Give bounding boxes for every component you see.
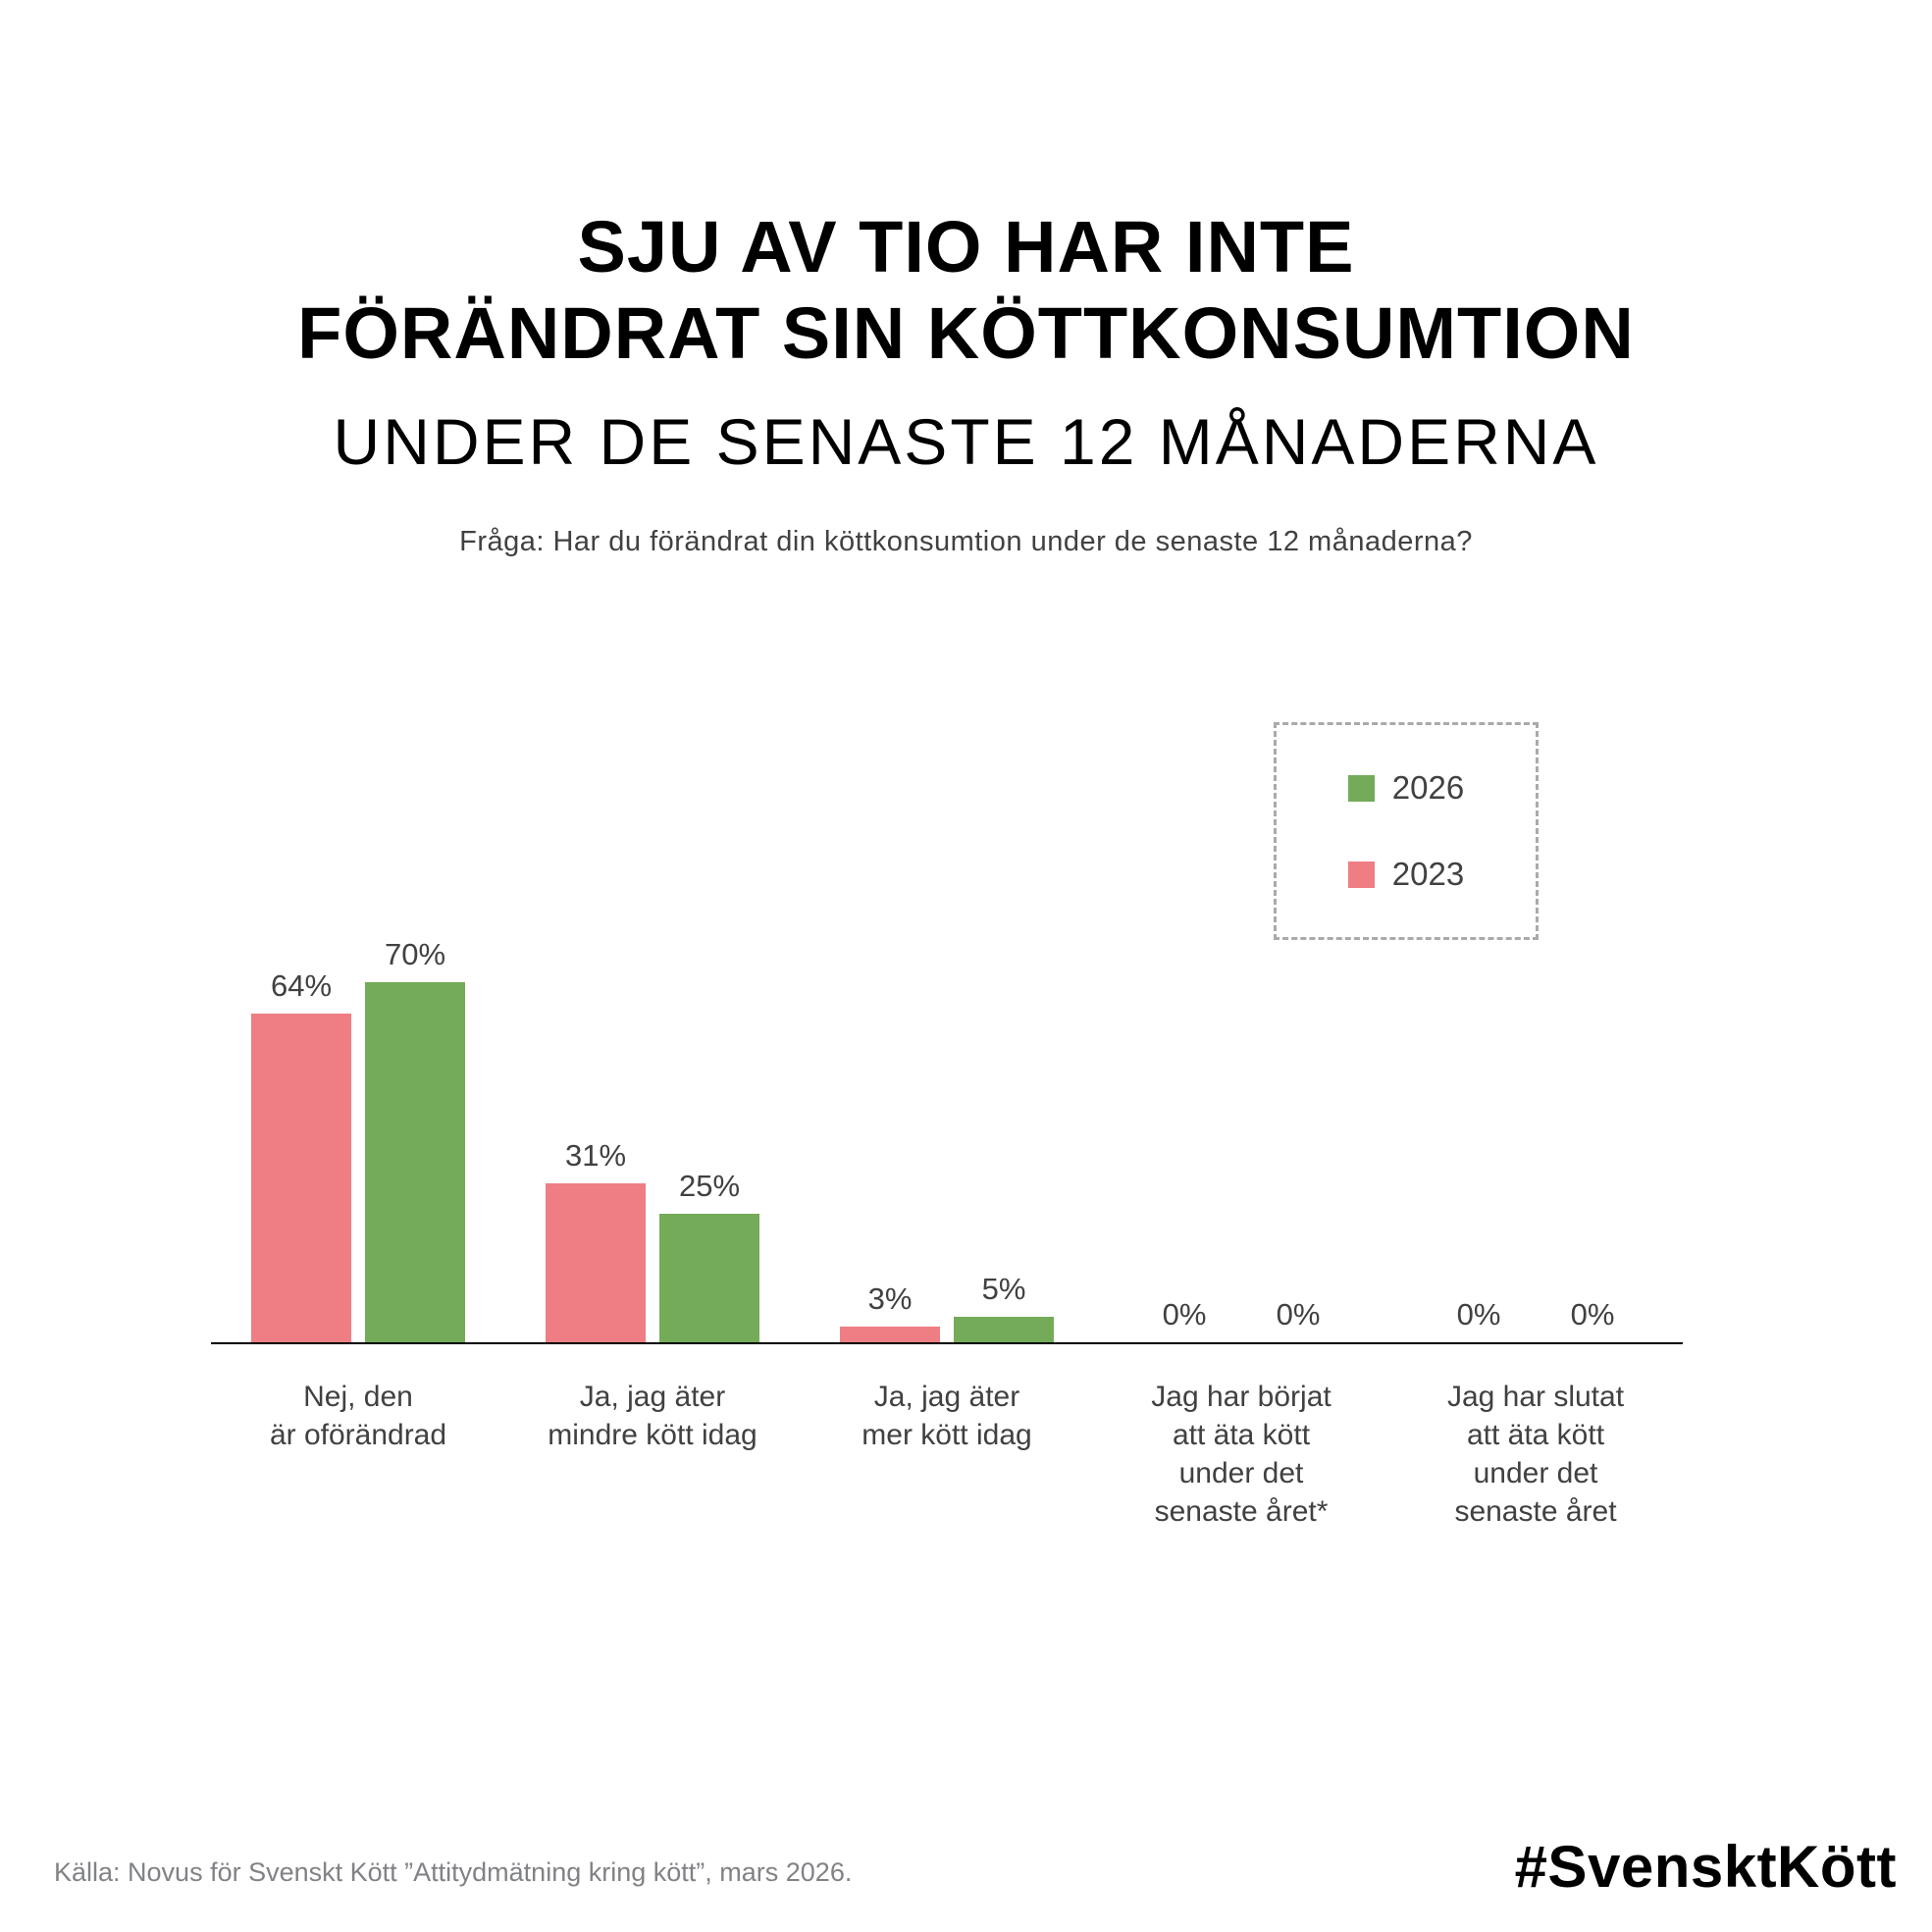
value-label-2023-2: 31% bbox=[564, 1137, 627, 1173]
bar-column-2023-2: 31% bbox=[546, 1138, 646, 1342]
category-label-line: mindre kött idag bbox=[548, 1419, 757, 1451]
source-text: Källa: Novus för Svenskt Kött ”Attitydmä… bbox=[54, 1857, 853, 1887]
bar-column-2026-2: 25% bbox=[659, 1169, 759, 1342]
value-label-2026-1: 70% bbox=[384, 937, 446, 972]
bar-column-2023-1: 64% bbox=[251, 968, 351, 1342]
bar-pair-2: 31% 25% bbox=[546, 1138, 759, 1342]
bar-column-2023-5: 0% bbox=[1429, 1297, 1529, 1342]
legend-label-2026: 2026 bbox=[1391, 769, 1465, 806]
bar-2023-1 bbox=[251, 1013, 351, 1342]
category-label-line: under det bbox=[1178, 1457, 1304, 1489]
category-label-line: Jag har börjat bbox=[1151, 1381, 1332, 1413]
legend-item-2023: 2023 bbox=[1347, 856, 1465, 892]
value-label-2026-2: 25% bbox=[678, 1169, 741, 1203]
bar-column-2023-3: 3% bbox=[840, 1281, 940, 1342]
category-label-line: Nej, den bbox=[303, 1381, 413, 1413]
bar-pair-3: 3% 5% bbox=[840, 1272, 1054, 1342]
category-label-5: Jag har slutat att äta kött under det senas… bbox=[1388, 1344, 1683, 1531]
category-label-line: senaste året bbox=[1454, 1495, 1617, 1528]
chart-plot: 64% 70% 31% 25% 3% 5% 0% 0% 0% 0% bbox=[211, 930, 1683, 1344]
bar-column-2023-4: 0% bbox=[1134, 1297, 1234, 1342]
legend-swatch-2023 bbox=[1347, 861, 1375, 888]
bar-group-4: 0% 0% bbox=[1094, 1297, 1388, 1342]
bar-column-2026-4: 0% bbox=[1248, 1297, 1348, 1342]
bar-pair-4: 0% 0% bbox=[1134, 1297, 1348, 1342]
category-label-line: Ja, jag äter bbox=[579, 1381, 726, 1413]
category-label-line: Ja, jag äter bbox=[873, 1381, 1020, 1413]
category-label-line: under det bbox=[1473, 1457, 1598, 1489]
legend-swatch-2026 bbox=[1347, 774, 1375, 802]
bar-2026-1 bbox=[365, 982, 465, 1342]
category-label-line: senaste året* bbox=[1154, 1495, 1329, 1528]
value-label-2026-4: 0% bbox=[1276, 1297, 1321, 1332]
value-label-2023-5: 0% bbox=[1456, 1297, 1501, 1332]
bar-2023-3 bbox=[840, 1327, 940, 1342]
header: SJU AV TIO HAR INTE FÖRÄNDRAT SIN KÖTTKON… bbox=[0, 204, 1932, 558]
bar-column-2026-3: 5% bbox=[954, 1272, 1054, 1342]
bar-chart: 64% 70% 31% 25% 3% 5% 0% 0% 0% 0% Nej, den är oför… bbox=[211, 930, 1683, 1531]
bar-group-3: 3% 5% bbox=[800, 1272, 1094, 1342]
value-label-2023-3: 3% bbox=[867, 1281, 913, 1317]
category-label-4: Jag har börjat att äta kött under det senas… bbox=[1094, 1344, 1388, 1531]
category-label-line: att äta kött bbox=[1466, 1419, 1605, 1451]
chart-categories: Nej, den är oförändrad Ja, jag äter mindre … bbox=[211, 1344, 1683, 1531]
bar-group-1: 64% 70% bbox=[211, 937, 505, 1342]
category-label-3: Ja, jag äter mer kött idag bbox=[800, 1344, 1094, 1531]
bar-2026-2 bbox=[659, 1214, 759, 1342]
category-label-line: Jag har slutat bbox=[1446, 1381, 1625, 1413]
bar-pair-5: 0% 0% bbox=[1429, 1297, 1643, 1342]
legend-label-2023: 2023 bbox=[1391, 856, 1465, 892]
legend-item-2026: 2026 bbox=[1347, 769, 1465, 806]
bar-2026-3 bbox=[954, 1316, 1054, 1342]
bar-group-5: 0% 0% bbox=[1388, 1297, 1683, 1342]
title-line-1: SJU AV TIO HAR INTE bbox=[577, 206, 1355, 287]
category-label-line: att äta kött bbox=[1172, 1419, 1311, 1451]
bar-column-2026-5: 0% bbox=[1542, 1297, 1643, 1342]
bar-column-2026-1: 70% bbox=[365, 937, 465, 1342]
value-label-2026-5: 0% bbox=[1570, 1297, 1615, 1332]
title-line-2: FÖRÄNDRAT SIN KÖTTKONSUMTION bbox=[297, 292, 1635, 374]
category-label-2: Ja, jag äter mindre kött idag bbox=[505, 1344, 800, 1531]
value-label-2023-1: 64% bbox=[270, 967, 333, 1003]
survey-question: Fråga: Har du förändrat din köttkonsumti… bbox=[459, 526, 1473, 557]
category-label-1: Nej, den är oförändrad bbox=[211, 1344, 505, 1531]
value-label-2023-4: 0% bbox=[1162, 1297, 1207, 1332]
value-label-2026-3: 5% bbox=[981, 1271, 1026, 1306]
page-title: SJU AV TIO HAR INTE FÖRÄNDRAT SIN KÖTTKON… bbox=[0, 204, 1932, 377]
legend: 2026 2023 bbox=[1274, 722, 1539, 940]
bar-pair-1: 64% 70% bbox=[251, 937, 465, 1342]
hashtag: #SvensktKött bbox=[1514, 1834, 1897, 1900]
category-label-line: är oförändrad bbox=[269, 1419, 447, 1451]
bar-group-2: 31% 25% bbox=[505, 1138, 800, 1342]
category-label-line: mer kött idag bbox=[862, 1419, 1032, 1451]
bar-2023-2 bbox=[546, 1182, 646, 1342]
title-line-3: UNDER DE SENASTE 12 MÅNADERNA bbox=[333, 405, 1599, 478]
